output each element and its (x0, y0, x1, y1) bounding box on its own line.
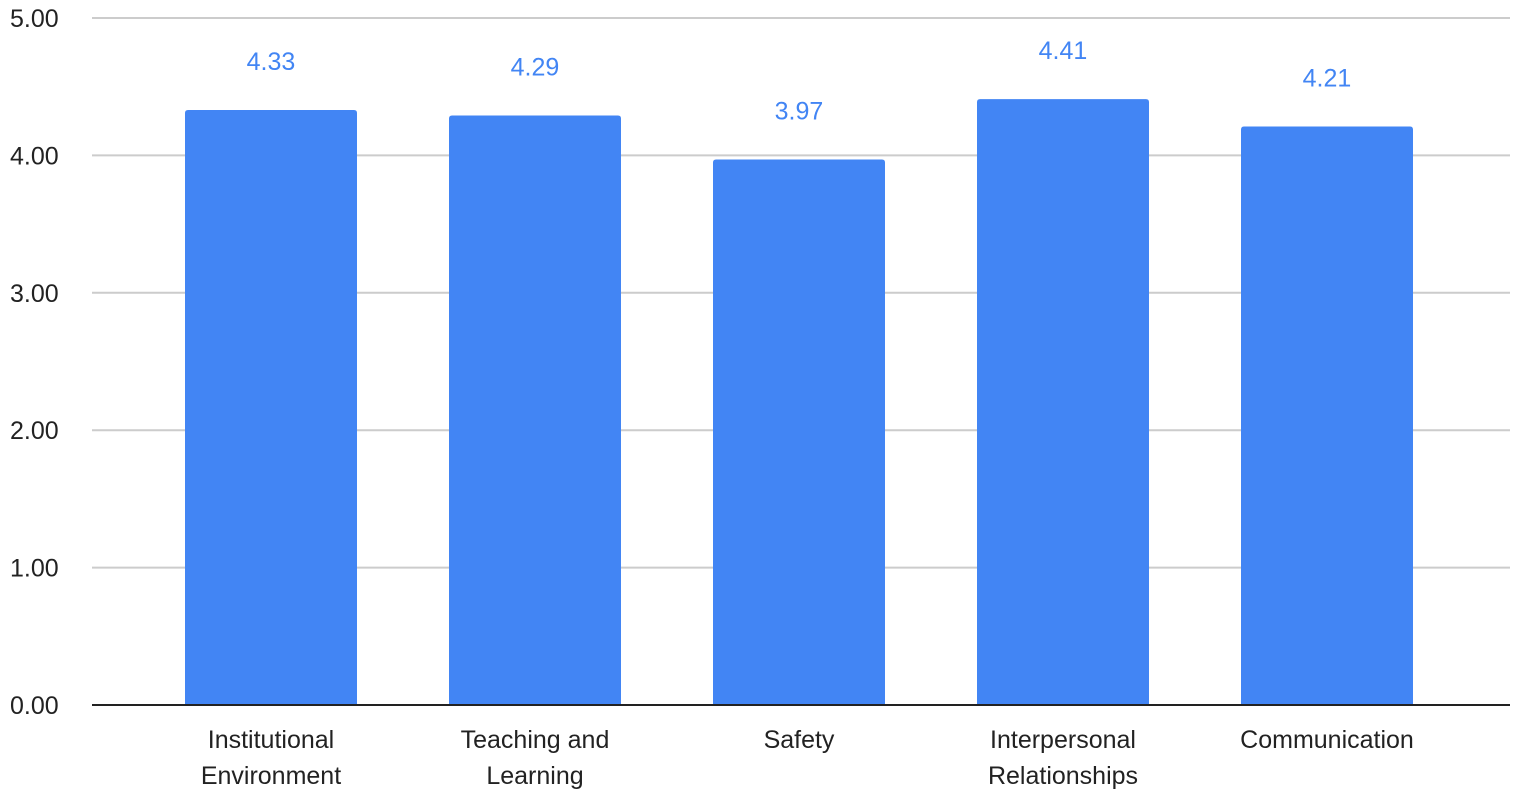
category-label: Communication (1240, 726, 1414, 754)
category-label: Learning (486, 762, 583, 790)
y-tick-label: 3.00 (10, 280, 59, 308)
data-label: 4.33 (247, 48, 296, 76)
bars (185, 99, 1413, 706)
category-label: Teaching and (461, 726, 610, 754)
bar (713, 159, 885, 706)
y-axis-tick-labels: 0.00 1.00 2.00 3.00 4.00 5.00 (10, 5, 59, 720)
category-label: Interpersonal (990, 726, 1136, 754)
y-tick-label: 4.00 (10, 142, 59, 170)
y-tick-label: 0.00 (10, 692, 59, 720)
category-label: Safety (764, 726, 835, 754)
category-label: Relationships (988, 762, 1138, 790)
x-axis-category-labels: Institutional Environment Teaching and Lear… (201, 726, 1414, 790)
category-label: Environment (201, 762, 341, 790)
data-label: 4.41 (1039, 37, 1088, 65)
data-label: 4.21 (1303, 65, 1352, 93)
category-label: Institutional (208, 726, 334, 754)
data-labels: 4.33 4.29 3.97 4.41 4.21 (247, 37, 1352, 125)
data-label: 3.97 (775, 98, 824, 126)
bar (449, 115, 621, 705)
bar (185, 110, 357, 706)
bar (1241, 126, 1413, 705)
y-tick-label: 1.00 (10, 555, 59, 583)
y-tick-label: 2.00 (10, 417, 59, 445)
data-label: 4.29 (511, 54, 560, 82)
bar (977, 99, 1149, 706)
y-tick-label: 5.00 (10, 5, 59, 33)
